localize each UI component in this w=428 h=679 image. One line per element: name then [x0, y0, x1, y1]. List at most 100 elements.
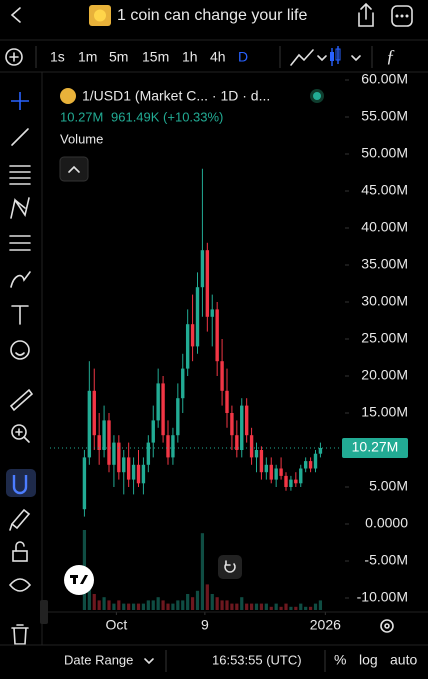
candle-body — [215, 309, 219, 362]
visibility-tool[interactable] — [8, 578, 32, 592]
back-button[interactable] — [10, 7, 21, 23]
candle-body — [171, 435, 175, 458]
volume-bar — [289, 606, 293, 610]
y-tick-label: 30.00M — [361, 293, 408, 309]
symbol-title[interactable]: 1/USD1 (Market C... · 1D · d... — [82, 88, 270, 104]
change-value: 961.49K (+10.33%) — [111, 109, 223, 124]
text-tool[interactable] — [11, 305, 29, 325]
collapse-button[interactable] — [59, 156, 89, 182]
interval-button[interactable]: 5m — [109, 49, 128, 65]
volume-bar — [102, 597, 106, 610]
reset-button[interactable] — [218, 555, 242, 579]
indicators-icon[interactable]: ƒ — [386, 46, 395, 66]
candle-body — [264, 464, 269, 473]
scale-option[interactable]: log — [359, 652, 378, 668]
volume-bar — [151, 600, 155, 610]
symbol-icon — [60, 88, 76, 104]
trendline-tool[interactable] — [11, 128, 29, 146]
candle-body — [185, 324, 190, 369]
interval-button[interactable]: 1s — [50, 49, 65, 65]
chevron[interactable] — [317, 55, 327, 62]
volume-bar — [186, 594, 190, 610]
last-price-label: 10.27M — [352, 439, 399, 455]
candle-body — [230, 413, 234, 436]
x-tick-label: 9 — [201, 617, 209, 633]
candle-body — [107, 420, 111, 465]
line-tool-button[interactable] — [290, 49, 314, 66]
candle-body — [87, 390, 92, 458]
sun-emoji-core — [94, 9, 106, 22]
candle-body — [122, 457, 126, 473]
emoji-tool[interactable] — [10, 340, 30, 360]
volume-bar — [249, 603, 254, 610]
candle-body — [284, 475, 288, 487]
pencil-tool[interactable] — [9, 508, 31, 531]
tv-logo — [64, 565, 94, 595]
scale-option[interactable]: % — [334, 652, 346, 668]
chart-type-button[interactable] — [330, 46, 341, 66]
volume-bar — [254, 603, 259, 610]
prediction-tool[interactable] — [9, 235, 31, 251]
settings-button[interactable] — [380, 619, 394, 633]
toolbar-toggle[interactable] — [40, 600, 48, 624]
y-tick-label: 55.00M — [361, 108, 408, 124]
chevron — [144, 658, 154, 665]
brush-tool[interactable] — [10, 271, 31, 288]
volume-bar — [87, 584, 91, 610]
interval-button[interactable]: 1m — [78, 49, 97, 65]
interval-button[interactable]: 15m — [142, 49, 169, 65]
volume-bar — [318, 600, 323, 610]
scale-option[interactable]: auto — [390, 652, 417, 668]
volume-bar — [146, 600, 150, 610]
magnet-icon — [12, 475, 28, 495]
more-button[interactable] — [391, 5, 413, 27]
date-range-button[interactable]: Date Range — [64, 652, 133, 667]
candle-body — [176, 398, 180, 436]
x-tick-label: Oct — [105, 617, 127, 633]
delete-tool[interactable] — [11, 624, 29, 645]
volume-bar — [235, 603, 239, 610]
x-tick-label: 2026 — [310, 617, 341, 633]
volume-bar — [304, 606, 308, 610]
interval-button[interactable]: 4h — [210, 49, 226, 65]
interval-button[interactable]: 1h — [182, 49, 198, 65]
add-symbol-button[interactable] — [5, 48, 23, 66]
volume-bar — [107, 600, 111, 610]
candle-body — [269, 464, 273, 480]
last-price-badge — [342, 438, 408, 459]
candle-body — [117, 442, 121, 473]
volume-bar — [181, 600, 185, 610]
volume-bar — [176, 600, 180, 610]
volume-bar — [127, 603, 131, 610]
share-button[interactable] — [358, 2, 374, 27]
candle-body — [102, 420, 106, 450]
volume-bar — [269, 606, 273, 610]
volume-bar — [136, 603, 141, 610]
pattern-tool[interactable] — [10, 197, 30, 219]
candle-body — [240, 405, 244, 450]
volume-bar — [92, 594, 96, 610]
y-tick-label: 20.00M — [361, 367, 408, 383]
volume-bar — [274, 603, 278, 610]
ruler-tool[interactable] — [9, 388, 34, 412]
y-tick-label: 45.00M — [361, 182, 408, 198]
candle-body — [299, 468, 303, 484]
interval-button[interactable]: D — [238, 49, 248, 65]
candle-body — [195, 287, 200, 347]
candle-body — [220, 361, 224, 391]
crosshair-tool[interactable] — [11, 92, 29, 110]
candle-body — [161, 383, 165, 436]
volume-bar — [215, 597, 219, 610]
clock[interactable]: 16:53:55 (UTC) — [212, 652, 302, 667]
chevron[interactable] — [351, 55, 361, 62]
last-value: 10.27M — [60, 109, 103, 124]
lock-tool[interactable] — [12, 541, 28, 562]
candle-body — [308, 461, 313, 469]
volume-bar — [112, 603, 116, 610]
fib-tool[interactable] — [9, 165, 31, 185]
candle-body — [190, 324, 195, 347]
zoom-tool[interactable] — [11, 424, 30, 443]
volume-bar — [117, 600, 121, 610]
